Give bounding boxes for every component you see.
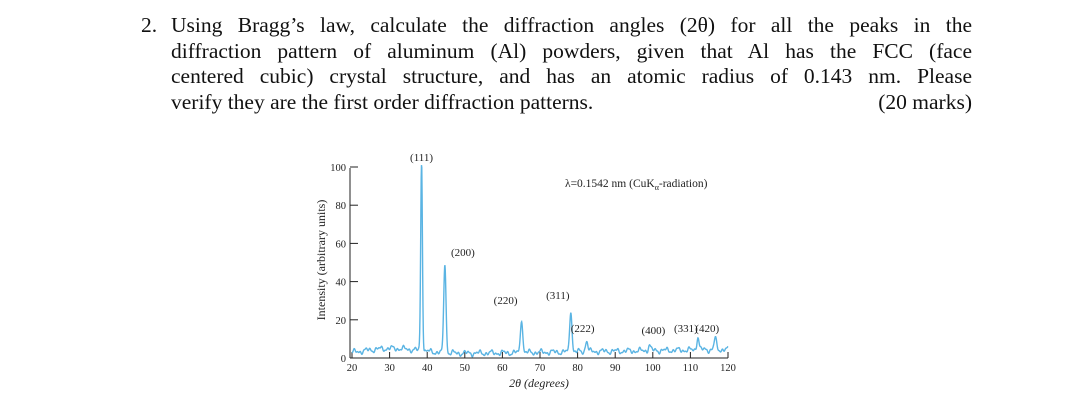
question-number: 2. xyxy=(141,13,158,37)
question-line-1: Using Bragg’s law, calculate the diffrac… xyxy=(171,13,972,37)
x-tick-label: 40 xyxy=(422,363,433,374)
question-line-2: diffraction pattern of aluminum (Al) pow… xyxy=(171,38,972,63)
peak-label: (111) xyxy=(410,152,433,164)
x-tick-label: 100 xyxy=(645,363,661,374)
x-axis-label: 2θ (degrees) xyxy=(509,376,569,390)
x-tick-label: 110 xyxy=(683,363,698,374)
peak-label: (200) xyxy=(451,247,475,259)
x-tick-label: 70 xyxy=(535,363,546,374)
chart-ticks xyxy=(350,166,729,359)
diffraction-trace xyxy=(351,165,729,358)
x-tick-label: 50 xyxy=(460,363,471,374)
annotation-tail: -radiation) xyxy=(659,178,708,190)
y-axis-label: Intensity (arbitrary units) xyxy=(314,200,328,321)
question-line-3: centered cubic) crystal structure, and h… xyxy=(171,64,972,88)
y-tick-label: 100 xyxy=(330,163,346,174)
question-block: 2. Using Bragg’s law, calculate the diff… xyxy=(141,13,972,116)
chart-axes xyxy=(349,168,728,359)
annotation-subscript: α xyxy=(655,183,660,192)
peak-label: (220) xyxy=(494,295,518,307)
y-tick-label: 40 xyxy=(336,278,347,289)
question-line-4: verify they are the first order diffract… xyxy=(171,89,594,114)
question-last-row: verify they are the first order diffract… xyxy=(171,90,972,116)
peak-label: (222) xyxy=(571,323,595,335)
y-tick-label: 80 xyxy=(336,201,347,212)
annotation-main: λ=0.1542 nm (CuK xyxy=(565,178,655,190)
wavelength-annotation: λ=0.1542 nm (CuKα-radiation) xyxy=(565,178,708,192)
x-tick-label: 80 xyxy=(572,363,583,374)
marks-label: (20 marks) xyxy=(878,89,972,114)
x-tick-label: 30 xyxy=(384,363,395,374)
peak-label: (400) xyxy=(642,325,666,337)
y-tick-label: 60 xyxy=(336,239,347,250)
x-tick-label: 20 xyxy=(347,363,358,374)
y-tick-label: 20 xyxy=(336,316,347,327)
peak-label: (311) xyxy=(546,290,570,302)
peak-labels: (111) (200) (220) (311) (222) (400) (331)(420) xyxy=(410,152,719,337)
x-tick-label: 120 xyxy=(720,363,736,374)
x-tick-label: 60 xyxy=(497,363,508,374)
peak-label: (331) xyxy=(674,323,698,335)
y-tick-label: 0 xyxy=(341,354,346,365)
x-tick-label: 90 xyxy=(610,363,621,374)
peak-label: (420) xyxy=(695,323,719,335)
